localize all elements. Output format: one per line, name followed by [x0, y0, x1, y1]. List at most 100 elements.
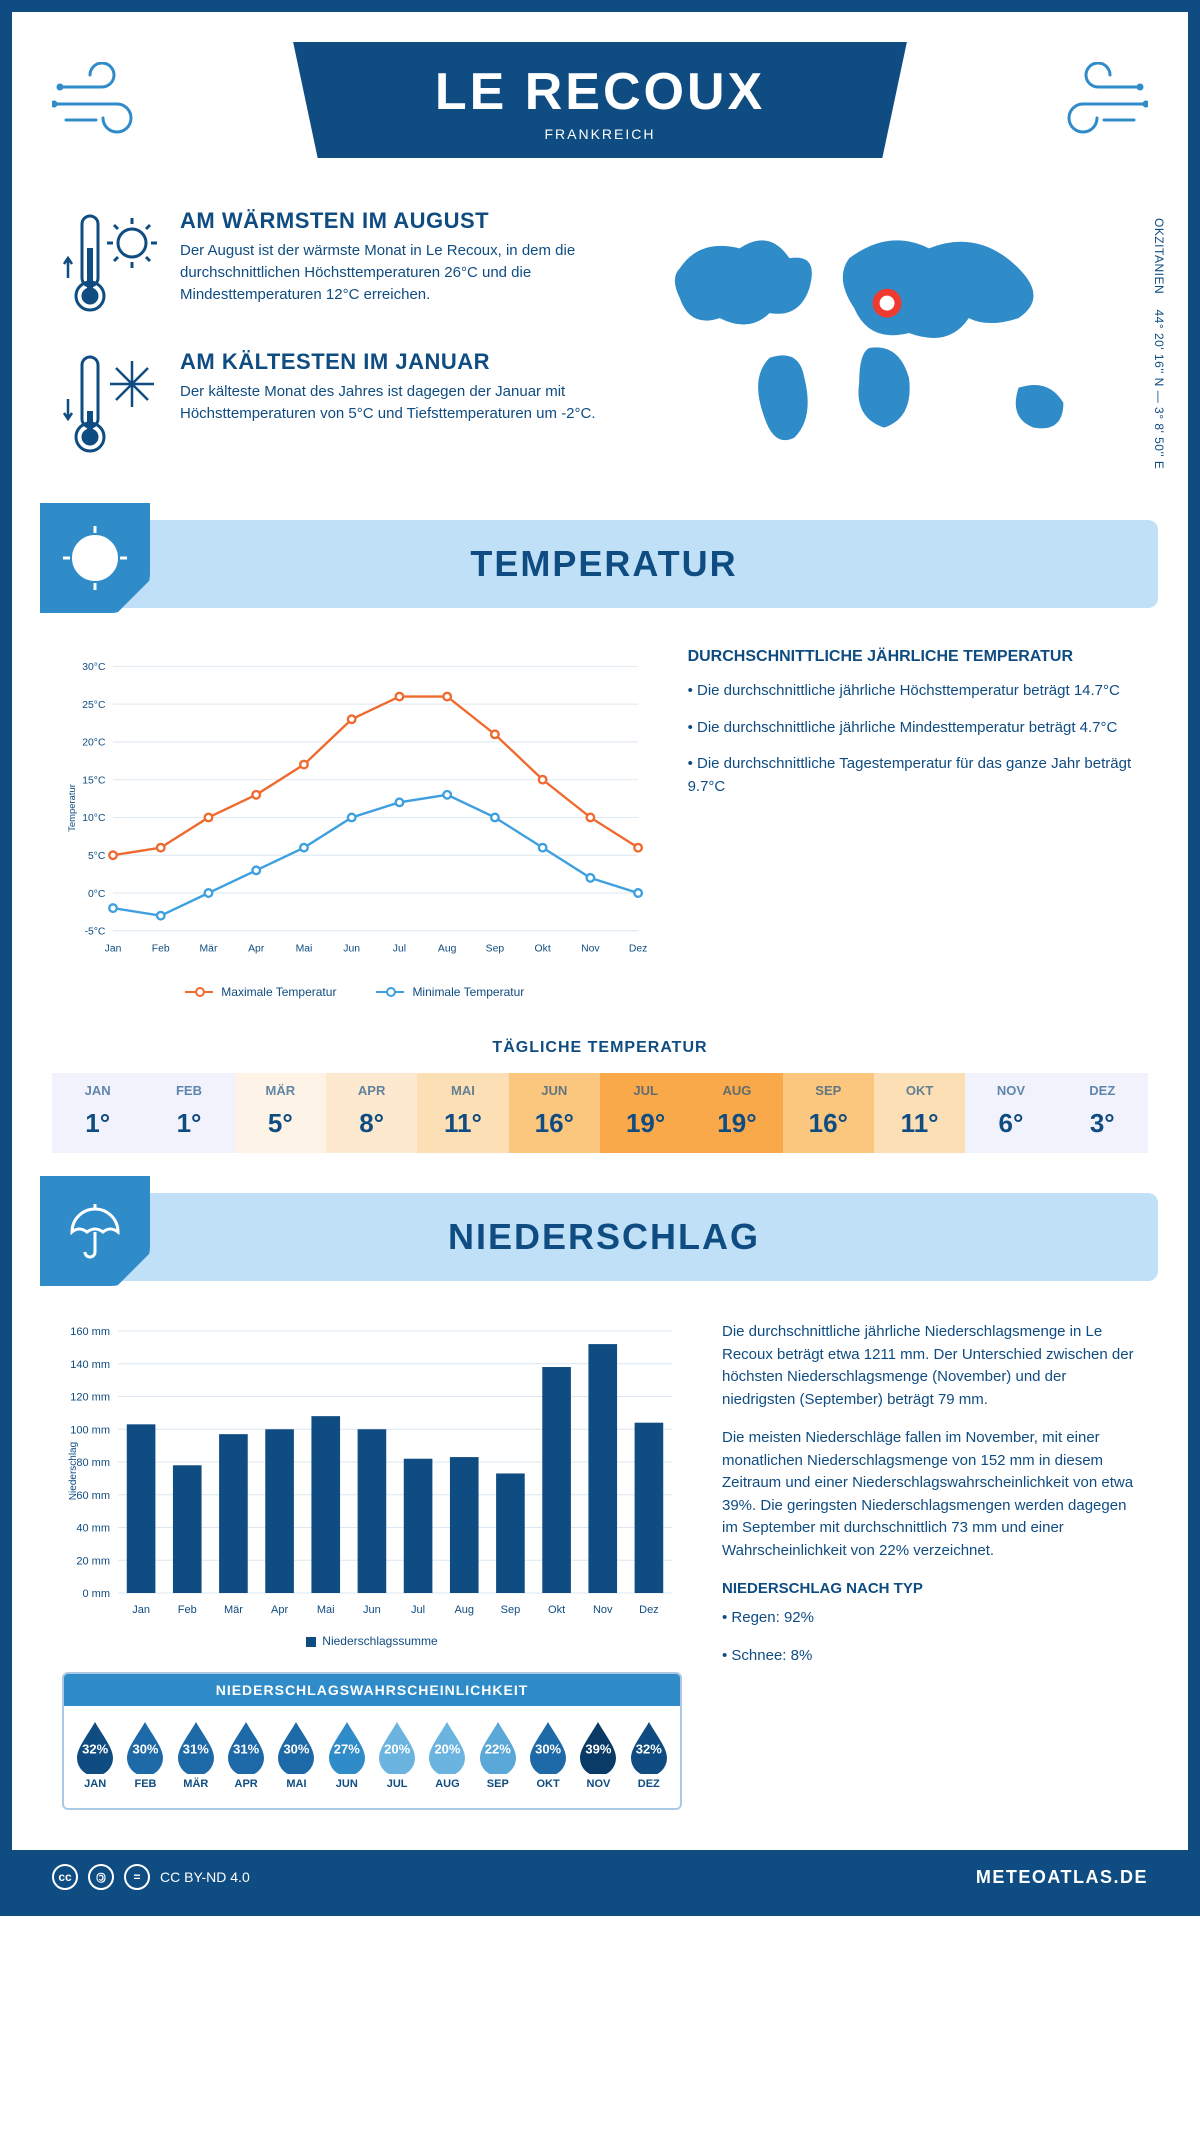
thermometer-cold-icon [62, 349, 162, 464]
probability-drop: 32%DEZ [624, 1720, 674, 1790]
svg-text:Jul: Jul [411, 1604, 425, 1616]
probability-drop: 31%MÄR [171, 1720, 221, 1790]
svg-text:Feb: Feb [152, 944, 170, 955]
svg-text:10°C: 10°C [82, 813, 106, 824]
warmest-title: AM WÄRMSTEN IM AUGUST [180, 208, 610, 234]
world-map: OKZITANIEN 44° 20' 16'' N — 3° 8' 50'' E [640, 208, 1138, 490]
probability-drop: 20%JUL [372, 1720, 422, 1790]
temperature-line-chart: -5°C 0°C 5°C 10°C 15°C 20°C 25°C 30°C Jan Feb Mär A… [62, 648, 648, 999]
svg-text:Nov: Nov [593, 1604, 613, 1616]
daily-temp-cell: MÄR5° [235, 1073, 326, 1153]
daily-temp-cell: APR8° [326, 1073, 417, 1153]
page-title: LE RECOUX [353, 62, 847, 122]
svg-text:Dez: Dez [639, 1604, 659, 1616]
svg-text:40 mm: 40 mm [76, 1523, 110, 1535]
probability-drop: 31%APR [221, 1720, 271, 1790]
page-subtitle: FRANKREICH [353, 126, 847, 142]
svg-text:120 mm: 120 mm [70, 1392, 110, 1404]
probability-drop: 30%MAI [271, 1720, 321, 1790]
daily-temp-cell: JUL19° [600, 1073, 691, 1153]
svg-text:Nov: Nov [581, 944, 600, 955]
precipitation-text: Die durchschnittliche jährliche Niedersc… [722, 1321, 1138, 1810]
daily-temp-cell: AUG19° [691, 1073, 782, 1153]
site-name: METEOATLAS.DE [976, 1867, 1148, 1888]
svg-text:Jan: Jan [132, 1604, 150, 1616]
svg-text:Sep: Sep [501, 1604, 521, 1616]
svg-text:Okt: Okt [548, 1604, 565, 1616]
svg-text:20°C: 20°C [82, 738, 106, 749]
probability-drop: 27%JUN [322, 1720, 372, 1790]
svg-text:60 mm: 60 mm [76, 1490, 110, 1502]
cc-icon: cc [52, 1864, 78, 1890]
svg-text:Jan: Jan [105, 944, 122, 955]
svg-text:Jun: Jun [363, 1604, 381, 1616]
svg-text:20 mm: 20 mm [76, 1555, 110, 1567]
warmest-block: AM WÄRMSTEN IM AUGUST Der August ist der… [62, 208, 610, 323]
svg-text:Niederschlag: Niederschlag [68, 1442, 79, 1500]
thermometer-hot-icon [62, 208, 162, 323]
daily-temp-cell: OKT11° [874, 1073, 965, 1153]
svg-text:140 mm: 140 mm [70, 1359, 110, 1371]
coldest-block: AM KÄLTESTEN IM JANUAR Der kälteste Mona… [62, 349, 610, 464]
coordinates: OKZITANIEN 44° 20' 16'' N — 3° 8' 50'' E [1152, 218, 1166, 469]
svg-text:Sep: Sep [486, 944, 505, 955]
svg-text:Jul: Jul [393, 944, 406, 955]
svg-text:Mai: Mai [296, 944, 313, 955]
svg-text:Mär: Mär [224, 1604, 243, 1616]
svg-text:Feb: Feb [178, 1604, 197, 1616]
nd-icon: = [124, 1864, 150, 1890]
title-banner: LE RECOUX FRANKREICH [293, 42, 907, 158]
svg-text:Dez: Dez [629, 944, 647, 955]
sun-icon [40, 503, 150, 613]
probability-drop: 20%AUG [422, 1720, 472, 1790]
svg-text:Apr: Apr [271, 1604, 288, 1616]
daily-temp-cell: MAI11° [417, 1073, 508, 1153]
precipitation-heading: NIEDERSCHLAG [150, 1216, 1158, 1258]
daily-temp-cell: SEP16° [783, 1073, 874, 1153]
daily-temp-cell: NOV6° [965, 1073, 1056, 1153]
header: LE RECOUX FRANKREICH [12, 12, 1188, 178]
daily-temp-table: JAN1°FEB1°MÄR5°APR8°MAI11°JUN16°JUL19°AU… [52, 1073, 1148, 1153]
daily-temp-cell: JUN16° [509, 1073, 600, 1153]
daily-temp-title: TÄGLICHE TEMPERATUR [12, 1039, 1188, 1057]
probability-drop: 30%FEB [120, 1720, 170, 1790]
section-header-temperature: TEMPERATUR [42, 520, 1158, 608]
temperature-heading: TEMPERATUR [150, 543, 1158, 585]
svg-text:Mär: Mär [200, 944, 218, 955]
svg-text:Apr: Apr [248, 944, 265, 955]
coldest-title: AM KÄLTESTEN IM JANUAR [180, 349, 610, 375]
legend-max: Maximale Temperatur [185, 985, 336, 999]
bar-chart-legend: Niederschlagssumme [62, 1634, 682, 1648]
probability-drop: 39%NOV [573, 1720, 623, 1790]
probability-drop: 32%JAN [70, 1720, 120, 1790]
svg-text:Aug: Aug [454, 1604, 474, 1616]
svg-text:25°C: 25°C [82, 700, 106, 711]
precipitation-bar-chart: 0 mm 20 mm 40 mm 60 mm 80 mm 100 mm 120 mm 140 … [62, 1321, 682, 1648]
temperature-summary: DURCHSCHNITTLICHE JÄHRLICHE TEMPERATUR •… [688, 648, 1138, 999]
probability-drop: 22%SEP [473, 1720, 523, 1790]
section-header-precipitation: NIEDERSCHLAG [42, 1193, 1158, 1281]
legend-min: Minimale Temperatur [376, 985, 524, 999]
warmest-text: Der August ist der wärmste Monat in Le R… [180, 240, 610, 305]
umbrella-icon [40, 1176, 150, 1286]
svg-text:Temperatur: Temperatur [67, 784, 78, 832]
svg-text:Aug: Aug [438, 944, 457, 955]
svg-text:Jun: Jun [343, 944, 360, 955]
probability-drop: 30%OKT [523, 1720, 573, 1790]
svg-text:0°C: 0°C [88, 889, 106, 900]
svg-text:80 mm: 80 mm [76, 1457, 110, 1469]
svg-text:30°C: 30°C [82, 662, 106, 673]
svg-text:5°C: 5°C [88, 851, 106, 862]
svg-text:0 mm: 0 mm [83, 1588, 111, 1600]
wind-icon [52, 62, 162, 147]
license: cc 🄯 = CC BY-ND 4.0 [52, 1864, 250, 1890]
svg-text:Mai: Mai [317, 1604, 335, 1616]
svg-text:160 mm: 160 mm [70, 1326, 110, 1338]
svg-text:-5°C: -5°C [85, 927, 106, 938]
footer: cc 🄯 = CC BY-ND 4.0 METEOATLAS.DE [12, 1850, 1188, 1904]
svg-text:100 mm: 100 mm [70, 1424, 110, 1436]
daily-temp-cell: DEZ3° [1057, 1073, 1148, 1153]
svg-text:15°C: 15°C [82, 775, 106, 786]
daily-temp-cell: JAN1° [52, 1073, 143, 1153]
coldest-text: Der kälteste Monat des Jahres ist dagege… [180, 381, 610, 425]
